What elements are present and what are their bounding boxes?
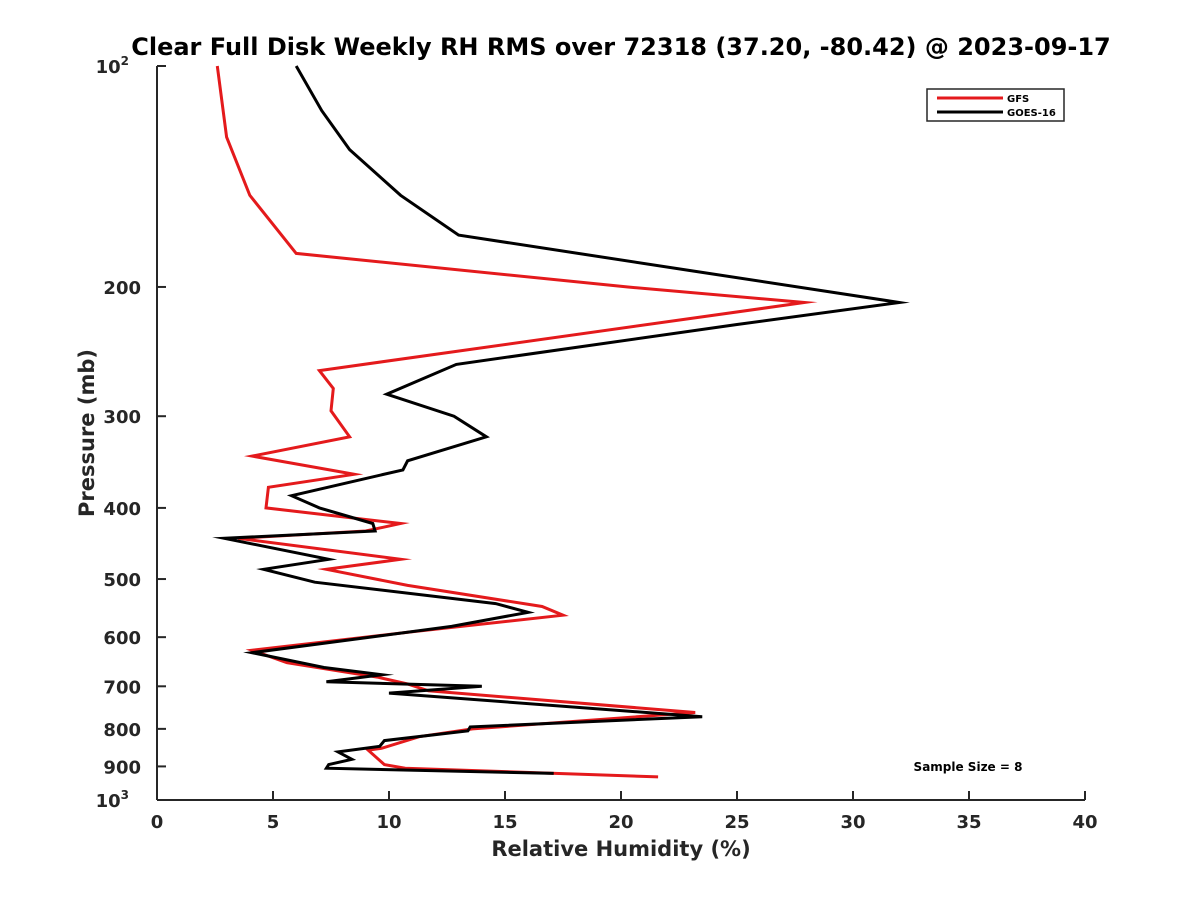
- y-tick-label: 800: [103, 720, 141, 741]
- legend: GFS GOES-16: [926, 88, 1065, 122]
- legend-label: GOES-16: [1007, 108, 1056, 119]
- y-tick-label: 900: [103, 757, 141, 778]
- plot-area: [212, 65, 910, 779]
- chart-title: Clear Full Disk Weekly RH RMS over 72318…: [131, 33, 1111, 61]
- y-tick-exponent: 3: [121, 788, 129, 802]
- sample-size-annotation: Sample Size = 8: [914, 760, 1023, 774]
- x-tick-label: 30: [840, 812, 865, 833]
- y-tick-label: 300: [103, 407, 141, 428]
- y-tick-label: 200: [103, 278, 141, 299]
- y-tick-label: 400: [103, 499, 141, 520]
- y-tick-label: 500: [103, 570, 141, 591]
- x-tick-label: 5: [267, 812, 280, 833]
- x-tick-label: 15: [492, 812, 517, 833]
- x-tick-label: 20: [608, 812, 633, 833]
- x-tick-label: 40: [1072, 812, 1097, 833]
- axes: 0 5 10 15 20 25 30 35 40102200300400500600700800…: [96, 54, 1098, 833]
- x-tick-label: 10: [376, 812, 401, 833]
- y-axis-label: Pressure (mb): [75, 349, 99, 517]
- legend-label: GFS: [1007, 94, 1029, 105]
- series-line-goes-16: [212, 65, 910, 775]
- x-tick-label: 25: [724, 812, 749, 833]
- x-tick-label: 0: [151, 812, 164, 833]
- x-tick-label: 35: [956, 812, 981, 833]
- x-axis-label: Relative Humidity (%): [491, 837, 750, 861]
- y-tick-label: 700: [103, 677, 141, 698]
- y-tick-exponent: 2: [121, 54, 129, 68]
- y-tick-label: 600: [103, 628, 141, 649]
- legend-box: [926, 88, 1065, 122]
